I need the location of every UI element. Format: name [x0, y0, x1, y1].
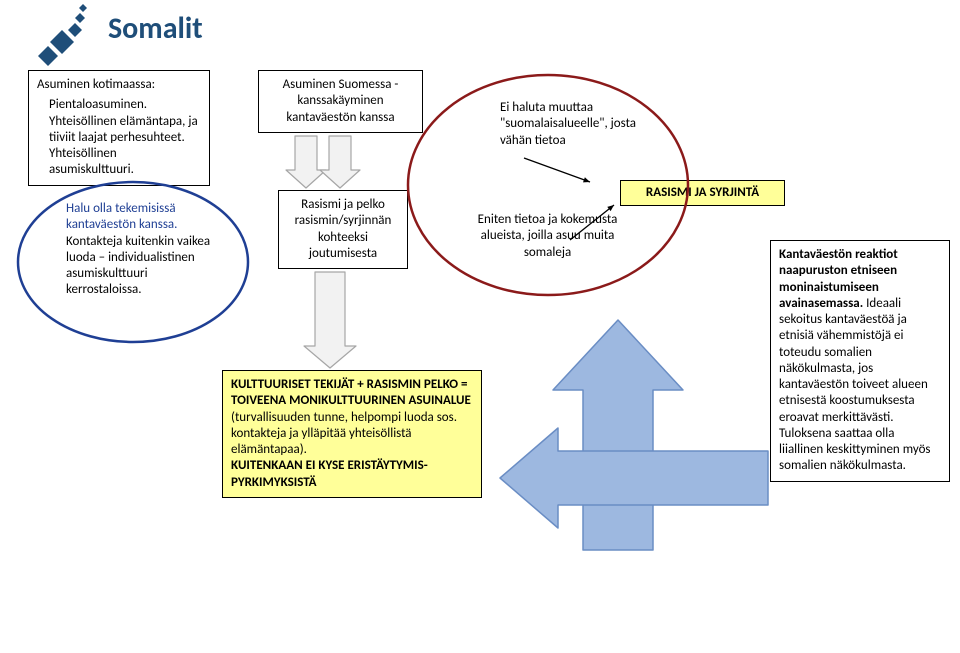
- contact-wish-black: Kontakteja kuitenkin vaikea luoda – indi…: [66, 234, 210, 298]
- badge-racism: RASISMI JA SYRJINTÄ: [620, 180, 785, 206]
- text-no-change: Ei haluta muuttaa "suomalaisalueelle", j…: [500, 100, 660, 149]
- box-reactions: Kantaväestön reaktiot naapuruston etnise…: [770, 240, 950, 482]
- box-home-living-heading: Asuminen kotimaassa:: [37, 77, 201, 93]
- box-contact-wish: Halu olla tekemisissä kantaväestön kanss…: [58, 195, 223, 305]
- contact-wish-blue: Halu olla tekemisissä kantaväestön kanss…: [66, 201, 177, 232]
- badge-racism-text: RASISMI JA SYRJINTÄ: [646, 185, 759, 200]
- box-racism-fear-text: Rasismi ja pelko rasismin/syrjinnän koht…: [295, 197, 392, 261]
- box-home-living: Asuminen kotimaassa: Pientaloasuminen. Y…: [28, 70, 210, 186]
- reactions-rest: Ideaali sekoitus kantaväestöä ja etnisiä…: [779, 296, 931, 474]
- page-title: Somalit: [108, 10, 203, 47]
- cultural-line2: (turvallisuuden tunne, helpompi luoda so…: [231, 410, 457, 458]
- box-living-finland-text: Asuminen Suomessa - kanssakäyminen kanta…: [283, 77, 399, 125]
- box-home-living-body: Pientaloasuminen. Yhteisöllinen elämänta…: [37, 97, 201, 178]
- diagram-canvas: Somalit Asuminen kotimaassa: Pientaloasu…: [0, 0, 960, 653]
- cultural-line1: KULTTUURISET TEKIJÄT + RASISMIN PELKO = …: [231, 377, 471, 408]
- text-most-info: Eniten tietoa ja kokemusta alueista, joi…: [470, 212, 625, 261]
- cultural-line3: KUITENKAAN EI KYSE ERISTÄYTYMIS-PYRKIMYK…: [231, 458, 428, 489]
- text-most-info-content: Eniten tietoa ja kokemusta alueista, joi…: [478, 212, 618, 260]
- box-cultural-factors: KULTTUURISET TEKIJÄT + RASISMIN PELKO = …: [222, 370, 482, 498]
- box-living-finland: Asuminen Suomessa - kanssakäyminen kanta…: [258, 70, 423, 133]
- text-no-change-content: Ei haluta muuttaa "suomalaisalueelle", j…: [500, 100, 636, 148]
- box-racism-fear: Rasismi ja pelko rasismin/syrjinnän koht…: [278, 190, 408, 269]
